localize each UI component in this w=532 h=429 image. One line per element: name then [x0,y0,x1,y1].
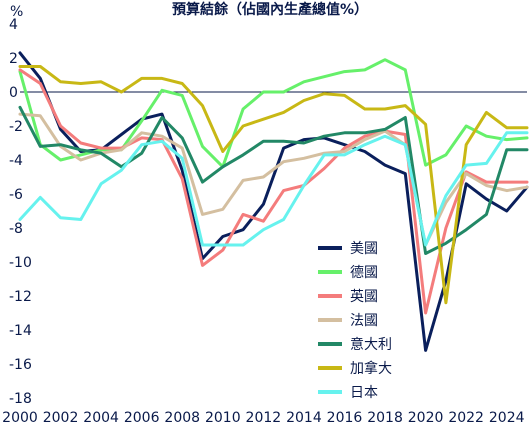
y-axis-unit-label: % [10,4,23,20]
series-line-3 [18,112,529,247]
series-lines [18,51,529,352]
legend-label: 日本 [350,385,378,401]
legend-label: 美國 [350,241,378,257]
y-tick-label: -10 [9,255,32,271]
series-line-0 [18,51,529,352]
y-tick-label: -8 [9,221,23,237]
y-tick-label: -14 [9,323,32,339]
legend-label: 加拿大 [350,360,392,377]
series-line-6 [18,131,529,247]
x-tick-label: 2020 [408,410,444,426]
x-tick-label: 2012 [246,410,282,426]
x-tick-label: 2016 [327,410,363,426]
x-tick-label: 2014 [286,410,322,426]
y-tick-label: 0 [9,85,18,101]
y-tick-label: -12 [9,289,32,305]
x-tick-label: 2022 [448,410,484,426]
x-tick-label: 2000 [2,410,38,426]
x-tick-label: 2006 [124,410,160,426]
y-axis-ticks: 4 2 0 -2 -4 -6 -8 -10 -12 -14 -16 -18 [9,17,32,407]
y-tick-label: -2 [9,119,23,135]
y-tick-label: -6 [9,187,23,203]
x-axis-ticks: 2000 2002 2004 2006 2008 2010 2012 2014 2016 2018… [2,410,524,426]
series-line-5 [18,65,529,305]
legend-label: 德國 [350,265,378,281]
x-tick-label: 2018 [367,410,403,426]
x-tick-label: 2008 [164,410,200,426]
y-tick-label: 2 [9,51,18,67]
x-tick-label: 2004 [83,410,119,426]
legend-label: 法國 [350,313,378,329]
x-tick-label: 2010 [205,410,241,426]
y-tick-label: -16 [9,357,32,373]
x-tick-label: 2024 [489,410,525,426]
y-tick-label: -18 [9,391,32,407]
legend-label: 意大利 [350,336,392,353]
y-tick-label: 4 [9,17,18,33]
series-line-1 [18,58,529,169]
series-line-4 [18,105,529,255]
y-tick-label: -4 [9,153,23,169]
series-line-2 [18,68,529,315]
legend-label: 英國 [350,288,378,305]
x-tick-label: 2002 [43,410,79,426]
chart-title: 預算結餘（佔國內生產總值%） [172,1,368,18]
